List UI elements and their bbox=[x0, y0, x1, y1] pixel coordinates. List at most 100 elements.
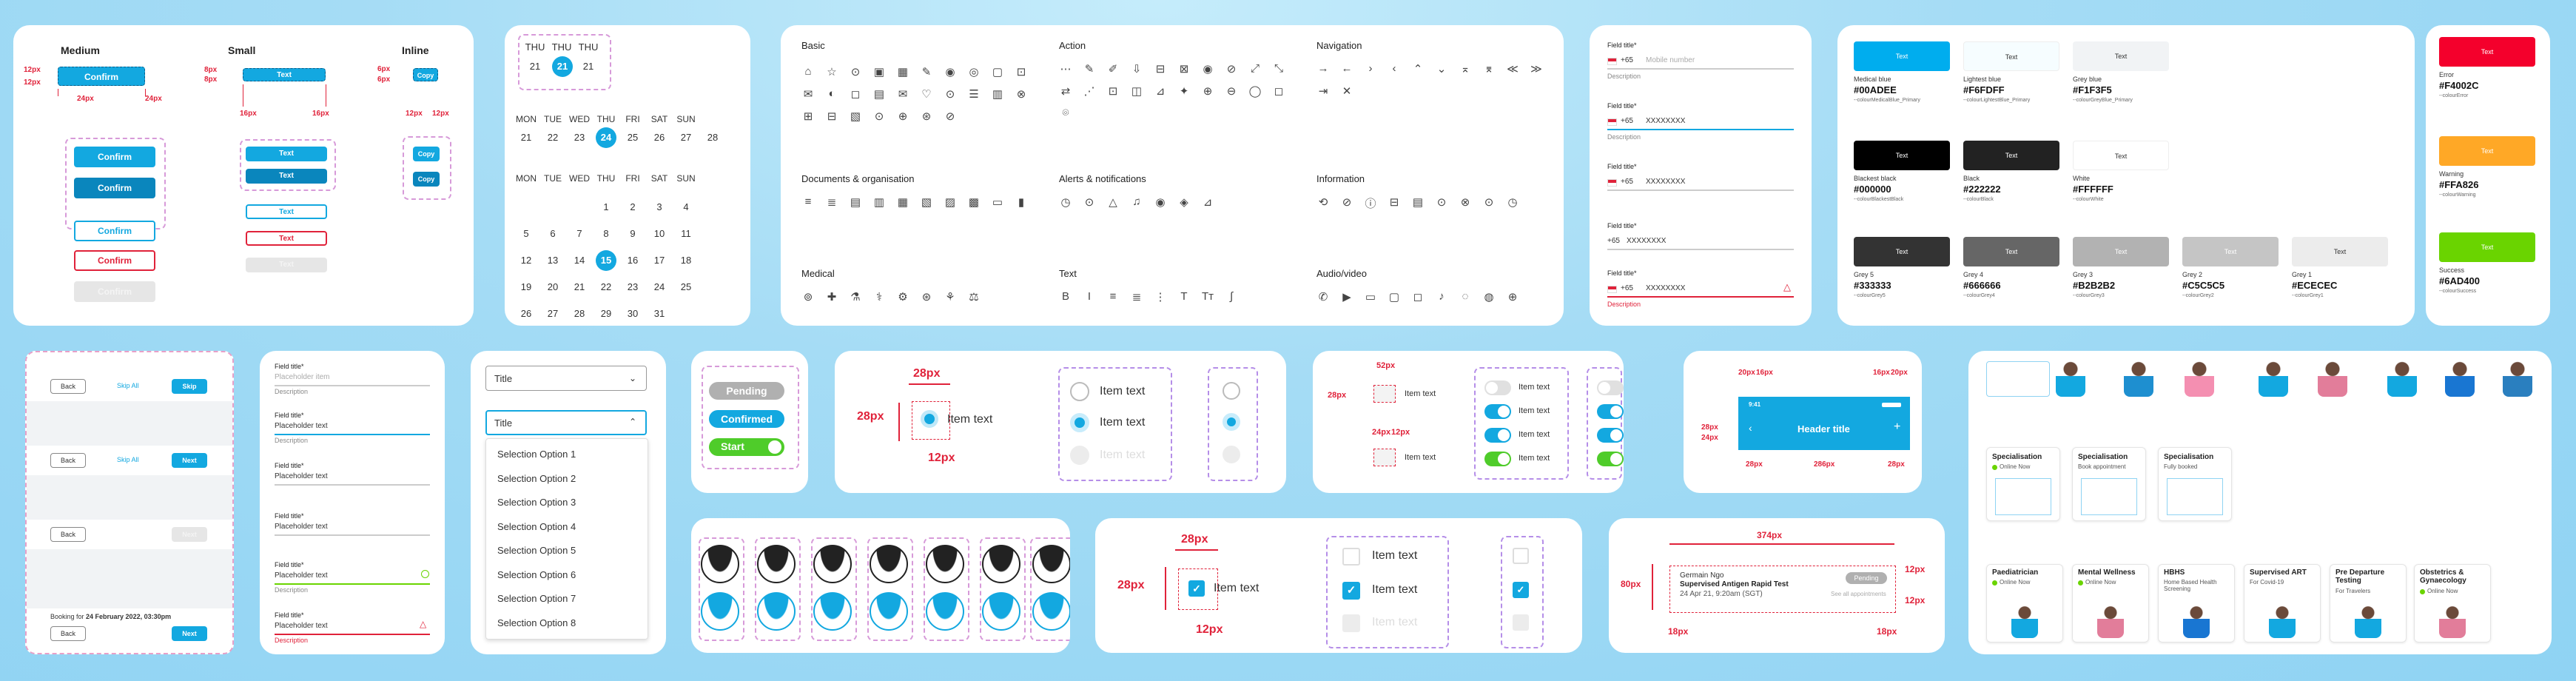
copy-button[interactable]: Copy bbox=[413, 147, 440, 161]
date-cell[interactable]: 22 bbox=[600, 281, 612, 292]
next-button[interactable]: Next bbox=[172, 453, 207, 468]
date-cell[interactable]: 8 bbox=[603, 228, 609, 239]
back-button[interactable]: Back bbox=[50, 453, 86, 468]
specialisation-card-item[interactable] bbox=[2072, 564, 2149, 643]
skip-all-link[interactable]: Skip All bbox=[117, 456, 139, 463]
date-cell[interactable]: 22 bbox=[547, 132, 559, 143]
date-cell[interactable]: 16 bbox=[627, 255, 639, 266]
dropdown-option[interactable]: Selection Option 2 bbox=[497, 472, 576, 484]
date-cell-selected[interactable]: 15 bbox=[600, 255, 612, 266]
text-input[interactable]: Placeholder item bbox=[275, 373, 330, 381]
text-button[interactable]: Text bbox=[246, 147, 327, 161]
date-cell[interactable]: 31 bbox=[653, 308, 665, 319]
date-cell[interactable]: 29 bbox=[600, 308, 612, 319]
checkbox-unchecked[interactable] bbox=[1513, 548, 1529, 564]
mobile-input[interactable]: XXXXXXXX bbox=[1646, 178, 1686, 186]
skip-all-link[interactable]: Skip All bbox=[117, 382, 139, 389]
date-cell[interactable]: 21 bbox=[574, 281, 585, 292]
text-input[interactable]: Placeholder text bbox=[275, 523, 328, 531]
date-cell[interactable]: 25 bbox=[680, 281, 692, 292]
plus-icon[interactable]: + bbox=[1894, 420, 1901, 433]
date-cell[interactable]: 26 bbox=[653, 132, 665, 143]
dropdown-option[interactable]: Selection Option 5 bbox=[497, 545, 576, 556]
checkbox-checked[interactable]: ✓ bbox=[1342, 582, 1360, 600]
back-button[interactable]: Back bbox=[50, 379, 86, 394]
date-cell-selected[interactable]: 24 bbox=[600, 132, 612, 143]
text-input[interactable]: Placeholder text bbox=[275, 422, 328, 430]
date-cell[interactable]: 10 bbox=[653, 228, 665, 239]
specialisation-card-item[interactable] bbox=[1986, 564, 2063, 643]
spec-text-button[interactable]: Text bbox=[243, 68, 326, 81]
dropdown-option[interactable]: Selection Option 7 bbox=[497, 593, 576, 604]
radio-selected[interactable] bbox=[1070, 413, 1089, 432]
see-all-link[interactable]: See all appointments bbox=[1831, 591, 1886, 597]
text-input[interactable]: Placeholder text bbox=[275, 472, 328, 480]
checkbox-checked[interactable]: ✓ bbox=[1513, 582, 1529, 598]
date-cell[interactable]: 14 bbox=[574, 255, 585, 266]
confirm-button[interactable]: Confirm bbox=[74, 147, 155, 167]
specialisation-card-item[interactable] bbox=[2158, 564, 2235, 643]
date-cell[interactable]: 9 bbox=[630, 228, 636, 239]
confirm-outline-button[interactable]: Confirm bbox=[74, 221, 155, 241]
dropdown-option[interactable]: Selection Option 1 bbox=[497, 449, 576, 460]
country-code[interactable]: +65 bbox=[1621, 178, 1633, 186]
checkbox-unchecked[interactable] bbox=[1342, 548, 1360, 566]
date-cell[interactable]: 20 bbox=[547, 281, 559, 292]
date-cell[interactable]: 27 bbox=[680, 132, 692, 143]
text-outline-button[interactable]: Text bbox=[246, 204, 327, 219]
dropdown-option[interactable]: Selection Option 6 bbox=[497, 568, 576, 580]
specialisation-card-item[interactable] bbox=[2414, 564, 2491, 643]
date-cell[interactable]: 12 bbox=[520, 255, 532, 266]
spec-confirm-button[interactable]: Confirm bbox=[58, 67, 145, 86]
country-code[interactable]: +65 bbox=[1621, 284, 1633, 292]
date-cell[interactable]: 21 bbox=[529, 61, 541, 72]
date-cell[interactable]: 23 bbox=[627, 281, 639, 292]
mobile-input[interactable]: XXXXXXXX bbox=[1646, 117, 1686, 125]
dropdown-open[interactable] bbox=[485, 410, 647, 435]
dropdown-option[interactable]: Selection Option 3 bbox=[497, 497, 576, 508]
date-cell[interactable]: 26 bbox=[520, 308, 532, 319]
date-cell[interactable]: 19 bbox=[520, 281, 532, 292]
spec-copy-button[interactable]: Copy bbox=[413, 68, 438, 81]
date-cell[interactable]: 5 bbox=[523, 228, 529, 239]
copy-button-pressed[interactable]: Copy bbox=[413, 172, 440, 187]
chevron-left-icon[interactable]: ‹ bbox=[1749, 422, 1752, 434]
date-cell[interactable]: 11 bbox=[681, 228, 691, 239]
confirm-button-pressed[interactable]: Confirm bbox=[74, 178, 155, 198]
date-cell[interactable]: 30 bbox=[627, 308, 639, 319]
date-cell[interactable]: 18 bbox=[680, 255, 692, 266]
date-cell[interactable]: 25 bbox=[627, 132, 639, 143]
text-danger-button[interactable]: Text bbox=[246, 231, 327, 246]
date-cell[interactable]: 28 bbox=[707, 132, 719, 143]
specialisation-card-item[interactable] bbox=[1986, 447, 2060, 521]
specialisation-card-item[interactable] bbox=[2072, 447, 2146, 521]
mobile-input[interactable]: Mobile number bbox=[1646, 56, 1695, 64]
country-code[interactable]: +65 bbox=[1621, 56, 1633, 64]
radio-selected[interactable] bbox=[1223, 413, 1240, 431]
mobile-input[interactable]: XXXXXXXX bbox=[1627, 237, 1667, 245]
dropdown-option[interactable]: Selection Option 8 bbox=[497, 617, 576, 628]
date-cell[interactable]: 17 bbox=[653, 255, 665, 266]
country-code[interactable]: +65 bbox=[1607, 237, 1620, 245]
specialisation-card-item[interactable] bbox=[2330, 564, 2407, 643]
text-input[interactable]: Placeholder text bbox=[275, 571, 328, 580]
dropdown-option[interactable]: Selection Option 4 bbox=[497, 520, 576, 532]
date-cell[interactable]: 21 bbox=[520, 132, 532, 143]
spec-radio-selected[interactable] bbox=[921, 410, 938, 428]
radio-unselected[interactable] bbox=[1223, 382, 1240, 400]
date-cell[interactable]: 2 bbox=[630, 201, 636, 212]
text-input[interactable]: Placeholder text bbox=[275, 622, 328, 630]
specialisation-card-item[interactable] bbox=[2244, 564, 2321, 643]
date-cell[interactable]: 4 bbox=[683, 201, 689, 212]
date-cell[interactable]: 7 bbox=[576, 228, 582, 239]
date-cell[interactable]: 3 bbox=[656, 201, 662, 212]
country-code[interactable]: +65 bbox=[1621, 117, 1633, 125]
date-cell[interactable]: 13 bbox=[547, 255, 559, 266]
back-button[interactable]: Back bbox=[50, 527, 86, 542]
date-cell[interactable]: 1 bbox=[603, 201, 609, 212]
date-cell[interactable]: 27 bbox=[547, 308, 559, 319]
appointment-item[interactable] bbox=[1669, 566, 1896, 613]
skip-button[interactable]: Skip bbox=[172, 379, 207, 394]
mobile-input[interactable]: XXXXXXXX bbox=[1646, 284, 1686, 292]
date-cell-selected[interactable]: 21 bbox=[556, 61, 568, 72]
